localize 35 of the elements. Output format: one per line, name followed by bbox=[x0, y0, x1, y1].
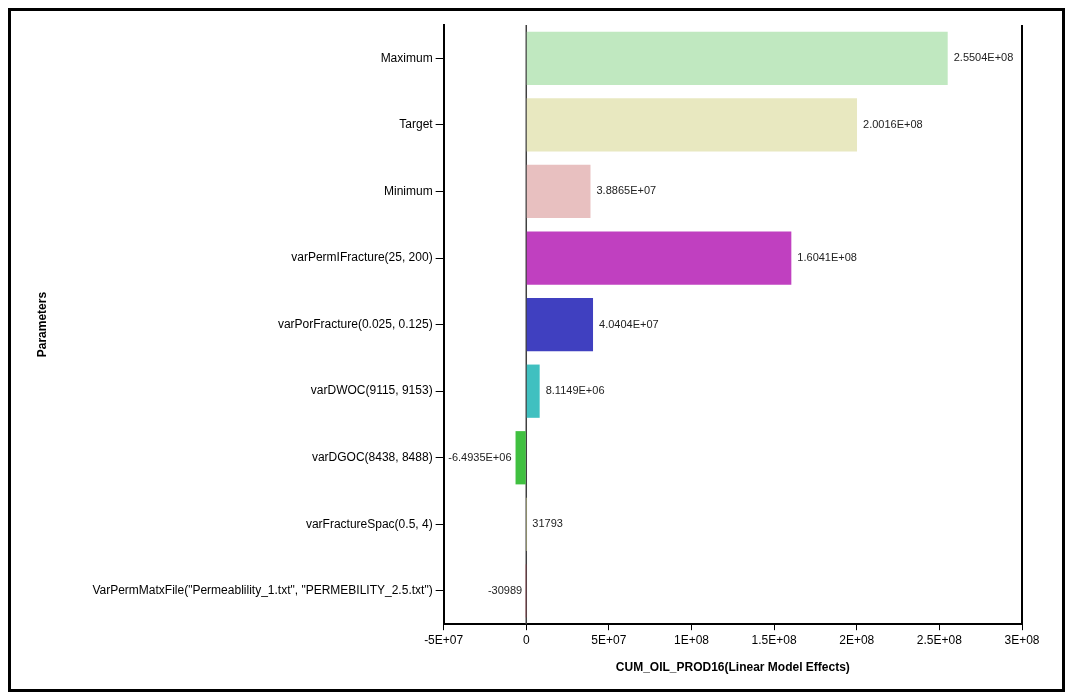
x-tick-label: -5E+07 bbox=[424, 632, 464, 647]
x-tick-label: 3E+08 bbox=[1004, 632, 1040, 647]
y-tick-label: VarPermMatxFile("Permeablility_1.txt", "PERMEBILITY_2.5.txt") bbox=[92, 583, 433, 598]
x-tick-label: 2E+08 bbox=[839, 632, 875, 647]
bar bbox=[526, 98, 858, 152]
data-label: 1.6041E+08 bbox=[797, 251, 857, 264]
bar bbox=[526, 297, 594, 352]
y-axis-title: Parameters bbox=[34, 291, 49, 358]
data-label: 8.1149E+06 bbox=[545, 384, 605, 397]
x-tick-label: 1E+08 bbox=[673, 632, 710, 647]
data-label: 3.8865E+07 bbox=[596, 184, 657, 197]
y-tick-label: varPermIFracture(25, 200) bbox=[291, 250, 433, 265]
data-label: 4.0404E+07 bbox=[599, 317, 659, 330]
data-label: 2.5504E+08 bbox=[953, 51, 1014, 64]
bar bbox=[526, 31, 948, 85]
x-tick-label: 1.5E+08 bbox=[751, 632, 797, 647]
bar bbox=[526, 231, 792, 285]
data-label: 31793 bbox=[532, 517, 563, 530]
x-axis-title: CUM_OIL_PROD16(Linear Model Effects) bbox=[615, 660, 850, 675]
x-tick-label: 2.5E+08 bbox=[916, 632, 963, 647]
y-tick-label: Minimum bbox=[383, 183, 433, 198]
y-tick-label: Target bbox=[399, 117, 434, 132]
bar bbox=[526, 364, 540, 418]
x-tick-label: 5E+07 bbox=[591, 632, 627, 647]
bar bbox=[515, 431, 526, 485]
data-label: -6.4935E+06 bbox=[448, 450, 512, 463]
data-label: 2.0016E+08 bbox=[863, 117, 923, 130]
data-label: -30989 bbox=[487, 583, 523, 596]
y-tick-label: varDGOC(8438, 8488) bbox=[311, 450, 433, 465]
y-tick-label: Maximum bbox=[380, 50, 433, 65]
y-tick-label: varFractureSpac(0.5, 4) bbox=[305, 516, 433, 531]
bar bbox=[526, 164, 591, 219]
y-tick-label: varDWOC(9115, 9153) bbox=[310, 383, 433, 398]
x-tick-label: 0 bbox=[522, 632, 530, 647]
y-tick-label: varPorFracture(0.025, 0.125) bbox=[277, 316, 433, 331]
